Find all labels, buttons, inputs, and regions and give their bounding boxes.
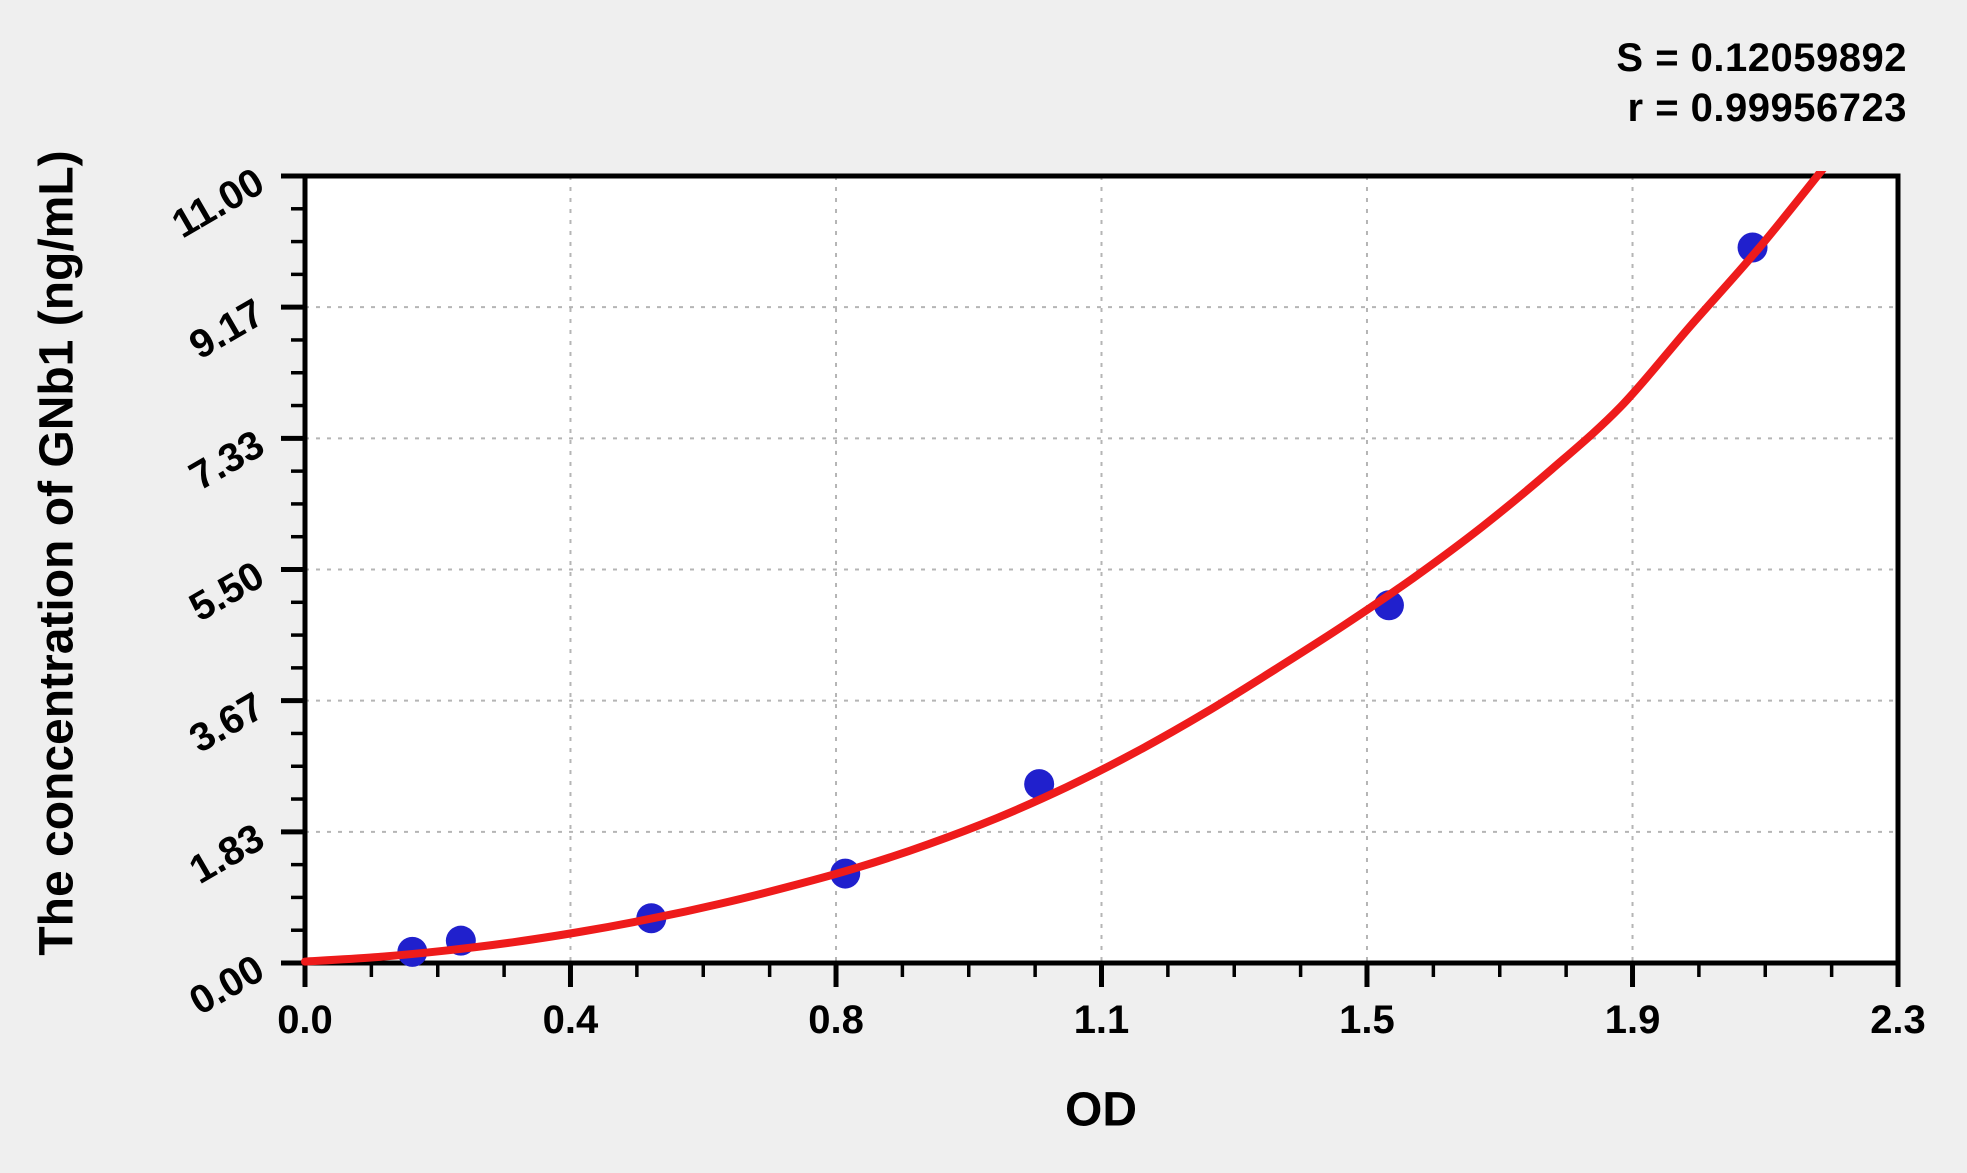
x-axis-title: OD <box>1065 1083 1137 1137</box>
y-tick-label: 3.67 <box>182 684 271 761</box>
stat-r-value: r = 0.99956723 <box>1627 86 1907 130</box>
y-tick-label: 7.33 <box>182 422 271 499</box>
data-point <box>1737 232 1768 263</box>
y-tick-label: 9.17 <box>182 291 271 368</box>
fitted-curve <box>301 171 1827 966</box>
y-axis-title: The concentration of GNb1 (ng/mL) <box>30 150 84 956</box>
x-tick-label: 1.1 <box>1074 998 1130 1042</box>
y-tick-label: 0.00 <box>182 947 271 1024</box>
stat-s-value: S = 0.12059892 <box>1616 36 1907 80</box>
data-point <box>1024 769 1055 800</box>
y-tick-label: 1.83 <box>182 816 271 893</box>
x-tick-label: 2.3 <box>1870 998 1926 1042</box>
fit-statistics: S = 0.12059892 r = 0.99956723 <box>1616 33 1907 133</box>
x-tick-label: 1.9 <box>1605 998 1661 1042</box>
y-tick-label: 11.00 <box>165 160 272 247</box>
x-tick-label: 0.4 <box>543 998 599 1042</box>
x-tick-label: 1.5 <box>1339 998 1395 1042</box>
y-tick-label: 5.50 <box>182 553 271 630</box>
x-tick-label: 0.0 <box>277 998 333 1042</box>
x-tick-label: 0.8 <box>808 998 864 1042</box>
